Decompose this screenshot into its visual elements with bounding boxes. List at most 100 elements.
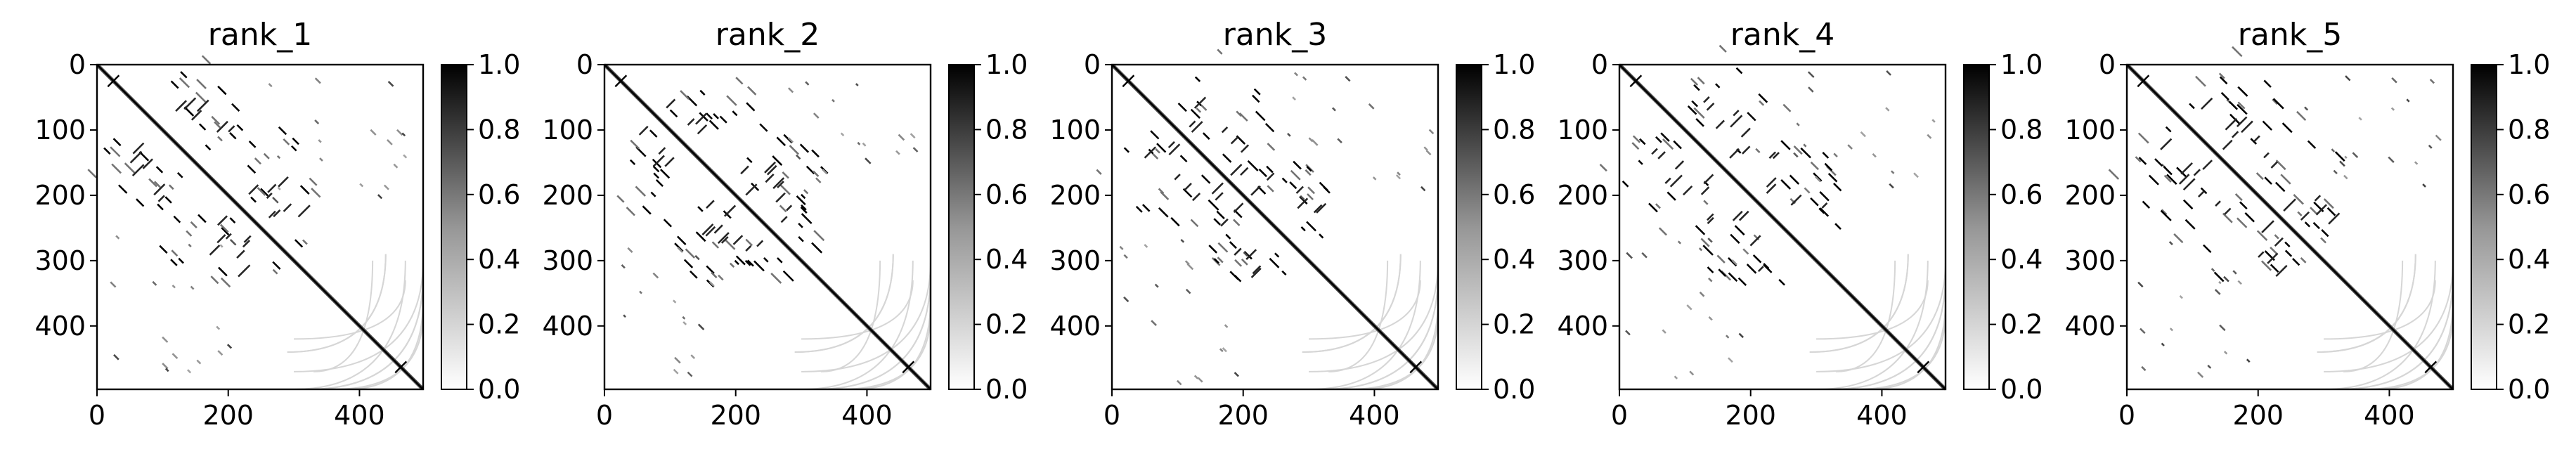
contact-mark bbox=[2173, 233, 2184, 244]
contact-mark bbox=[1749, 235, 1761, 247]
contact-mark bbox=[136, 198, 145, 207]
contact-mark bbox=[2168, 241, 2173, 245]
colorbar-tick-label: 1.0 bbox=[985, 49, 1028, 80]
contact-mark bbox=[1243, 252, 1248, 257]
faint-arc bbox=[1328, 260, 1389, 372]
contact-mark bbox=[1158, 207, 1169, 218]
x-tick-label: 400 bbox=[841, 400, 893, 431]
colorbar-tick-label: 0.8 bbox=[1493, 114, 1535, 145]
contact-mark bbox=[744, 259, 751, 266]
axes-frame bbox=[96, 63, 425, 391]
faint-arc bbox=[801, 260, 914, 390]
contact-mark bbox=[297, 204, 311, 218]
contact-mark bbox=[205, 144, 212, 151]
contact-mark bbox=[1290, 169, 1301, 181]
panel-title: rank_3 bbox=[1223, 17, 1327, 53]
contact-mark bbox=[272, 197, 279, 204]
near-diagonal bbox=[2128, 64, 2454, 388]
contact-mark bbox=[687, 118, 695, 126]
x-marker bbox=[2137, 74, 2150, 88]
contact-mark bbox=[2228, 100, 2239, 110]
contact-mark bbox=[623, 314, 626, 318]
contact-mark bbox=[2161, 342, 2165, 346]
contact-mark bbox=[1674, 375, 1678, 379]
contact-mark bbox=[2262, 120, 2273, 131]
panel-title: rank_5 bbox=[2238, 17, 2342, 53]
contact-mark bbox=[2283, 198, 2296, 212]
y-tick-label: 400 bbox=[1049, 311, 1101, 342]
contact-mark bbox=[2197, 190, 2205, 197]
contact-mark bbox=[1423, 146, 1428, 151]
x-marker bbox=[1122, 74, 1135, 88]
contact-mark bbox=[226, 344, 233, 349]
contact-mark bbox=[1737, 277, 1747, 287]
contact-mark bbox=[1217, 257, 1224, 264]
near-diagonal bbox=[606, 64, 931, 388]
contact-mark bbox=[2137, 132, 2149, 144]
contact-mark bbox=[798, 223, 803, 228]
contact-mark bbox=[1824, 162, 1833, 171]
contact-mark bbox=[209, 244, 221, 256]
contact-mark bbox=[311, 188, 321, 198]
contact-mark bbox=[1763, 263, 1770, 269]
contact-mark bbox=[2154, 158, 2163, 167]
contact-mark bbox=[1190, 219, 1199, 228]
x-tick-label: 0 bbox=[1611, 400, 1628, 431]
contact-mark bbox=[217, 215, 228, 226]
contact-mark bbox=[267, 183, 277, 193]
contact-mark bbox=[2237, 101, 2246, 110]
contact-mark bbox=[1693, 84, 1700, 91]
contact-mark bbox=[115, 235, 120, 240]
contact-mark bbox=[1698, 247, 1703, 252]
contact-mark bbox=[690, 354, 696, 359]
x-marker bbox=[902, 361, 915, 374]
contact-mark bbox=[148, 178, 157, 188]
contact-mark bbox=[171, 284, 176, 289]
contact-mark bbox=[1236, 110, 1242, 117]
contact-mark bbox=[2296, 110, 2307, 122]
x-tick-label: 0 bbox=[89, 400, 105, 431]
contact-mark bbox=[1742, 145, 1751, 155]
contact-mark bbox=[216, 120, 228, 133]
contact-mark bbox=[777, 181, 784, 188]
contact-mark bbox=[1715, 119, 1725, 129]
contact-mark bbox=[2237, 86, 2248, 97]
contact-mark bbox=[2218, 72, 2225, 79]
faint-arc bbox=[313, 260, 374, 372]
contact-mark bbox=[772, 177, 785, 190]
contact-mark bbox=[1234, 259, 1243, 267]
colorbar bbox=[1456, 64, 1482, 390]
contact-mark bbox=[171, 249, 179, 257]
contact-mark bbox=[2270, 161, 2278, 169]
contact-mark bbox=[383, 184, 389, 190]
contact-mark bbox=[1213, 258, 1219, 264]
contact-mark bbox=[1193, 375, 1199, 379]
colorbar-tick-label: 1.0 bbox=[478, 49, 520, 80]
colorbar-tick-label: 0.2 bbox=[985, 309, 1028, 340]
contact-mark bbox=[401, 132, 406, 137]
contact-mark bbox=[912, 147, 919, 152]
contact-mark bbox=[652, 165, 660, 173]
contact-mark bbox=[179, 77, 190, 89]
contact-mark bbox=[626, 207, 635, 216]
y-tick-label: 300 bbox=[1557, 245, 1608, 276]
y-tick-label: 400 bbox=[2064, 311, 2116, 342]
axes-frame bbox=[603, 63, 932, 391]
x-tick-label: 400 bbox=[334, 400, 385, 431]
y-tick-label: 300 bbox=[34, 245, 86, 276]
y-tick-label: 400 bbox=[1557, 311, 1608, 342]
contact-mark bbox=[1331, 107, 1336, 112]
contact-mark bbox=[387, 139, 393, 145]
contact-mark bbox=[2267, 252, 2279, 264]
contact-mark bbox=[175, 100, 188, 112]
contact-mark bbox=[319, 157, 323, 162]
contact-mark bbox=[1891, 170, 1895, 174]
contact-mark bbox=[746, 157, 753, 164]
diagonal-line bbox=[2125, 63, 2454, 391]
contact-mark bbox=[2304, 221, 2311, 228]
contact-mark bbox=[1695, 118, 1704, 127]
heatmap-cells bbox=[2108, 46, 2454, 391]
faint-arc bbox=[821, 260, 881, 372]
contact-mark bbox=[176, 171, 183, 178]
contact-mark bbox=[1211, 182, 1224, 195]
